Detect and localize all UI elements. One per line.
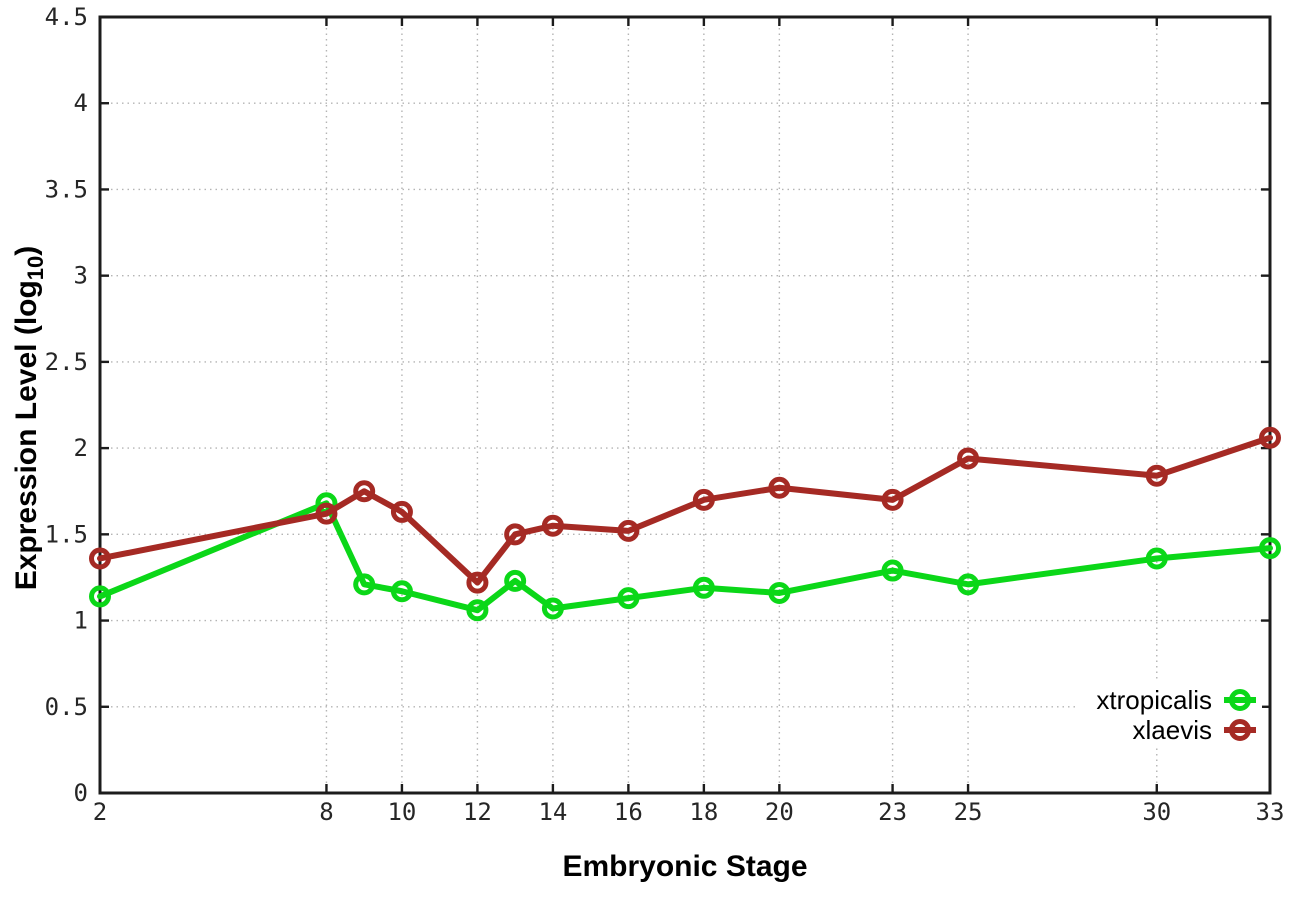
legend-label-xtropicalis: xtropicalis: [1096, 685, 1212, 715]
y-tick-label: 2: [74, 434, 88, 462]
legend-label-xlaevis: xlaevis: [1133, 715, 1212, 745]
y-tick-label: 2.5: [45, 348, 88, 376]
data-point-xtropicalis: [89, 585, 111, 608]
data-point-xtropicalis: [957, 573, 980, 596]
data-point-xlaevis: [504, 523, 527, 546]
data-point-xlaevis: [89, 547, 111, 570]
data-point-xtropicalis: [466, 599, 489, 622]
y-tick-label: 4: [74, 89, 88, 117]
data-point-xtropicalis: [541, 597, 564, 620]
x-tick-label: 33: [1256, 798, 1285, 826]
data-point-xlaevis: [957, 447, 980, 470]
x-tick-label: 10: [387, 798, 416, 826]
data-point-xtropicalis: [353, 573, 376, 596]
data-point-xlaevis: [315, 502, 338, 525]
data-point-xlaevis: [881, 488, 904, 511]
x-axis-title: Embryonic Stage: [562, 850, 807, 883]
y-tick-label: 1: [74, 607, 88, 635]
x-tick-label: 12: [463, 798, 492, 826]
data-point-xlaevis: [1259, 426, 1281, 449]
y-tick-label: 1.5: [45, 520, 88, 548]
y-axis-title: Expression Level (log10): [10, 246, 48, 591]
legend-background: [1078, 682, 1262, 748]
data-point-xlaevis: [617, 519, 640, 542]
data-point-xtropicalis: [692, 576, 715, 599]
x-tick-label: 14: [538, 798, 567, 826]
x-tick-label: 25: [954, 798, 983, 826]
x-tick-label: 2: [93, 798, 107, 826]
tick-labels-layer: 2 8 10 12 14 16 18 20 23 25 30 33 0 0.5 1 1.5 2 2.5 3 3.5 4 4…: [45, 3, 1285, 826]
data-point-xtropicalis: [390, 580, 413, 603]
legend-sample-marker-xtropicalis: [1229, 689, 1251, 711]
data-point-xlaevis: [466, 571, 489, 594]
data-point-xtropicalis: [504, 569, 527, 592]
data-point-xlaevis: [1145, 464, 1168, 487]
y-tick-label: 0.5: [45, 693, 88, 721]
plot-border: [98, 15, 1272, 795]
x-tick-label: 16: [614, 798, 643, 826]
data-point-xlaevis: [353, 480, 376, 503]
y-tick-label: 3: [74, 262, 88, 290]
x-tick-label: 18: [689, 798, 718, 826]
x-tick-label: 23: [878, 798, 907, 826]
data-point-xtropicalis: [768, 581, 791, 604]
data-point-xlaevis: [692, 488, 715, 511]
data-point-xlaevis: [390, 500, 413, 523]
legend-samples: [1224, 689, 1256, 741]
data-point-xtropicalis: [1145, 547, 1168, 570]
x-tick-label: 8: [319, 798, 333, 826]
x-tick-label: 20: [765, 798, 794, 826]
y-tick-label: 4.5: [45, 3, 88, 31]
data-point-xtropicalis: [1259, 537, 1281, 560]
x-tick-label: 30: [1142, 798, 1171, 826]
series-line-xlaevis: [97, 434, 1273, 586]
data-point-xtropicalis: [617, 587, 640, 610]
series-layer: [89, 426, 1281, 622]
legend-sample-marker-xlaevis: [1229, 719, 1251, 741]
axes-layer: [98, 15, 1272, 795]
legend: xtropicalis xlaevis: [1078, 682, 1262, 748]
data-point-xlaevis: [541, 514, 564, 537]
y-tick-label: 0: [74, 779, 88, 807]
series-line-xtropicalis: [97, 500, 1273, 614]
data-point-xtropicalis: [881, 559, 904, 582]
data-point-xlaevis: [768, 476, 791, 499]
grid-layer: [100, 17, 1270, 793]
y-tick-label: 3.5: [45, 175, 88, 203]
